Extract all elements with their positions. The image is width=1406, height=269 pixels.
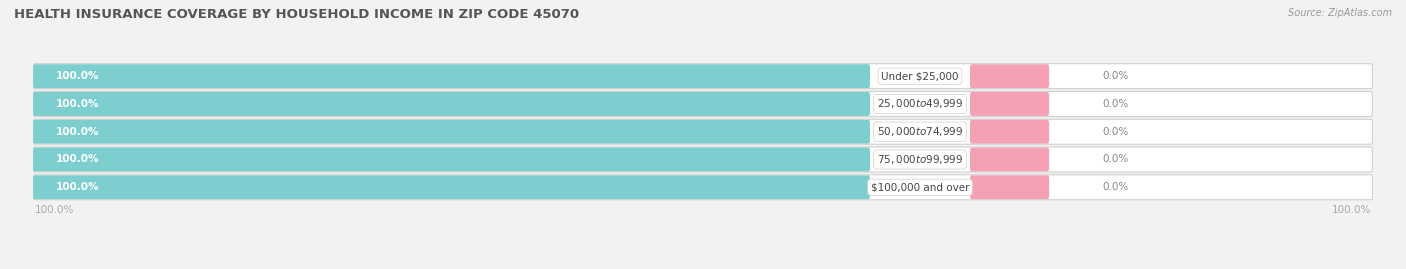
Text: 100.0%: 100.0% xyxy=(55,127,98,137)
FancyBboxPatch shape xyxy=(34,147,1372,172)
FancyBboxPatch shape xyxy=(970,175,1049,199)
Text: 0.0%: 0.0% xyxy=(1102,71,1129,81)
Text: $75,000 to $99,999: $75,000 to $99,999 xyxy=(877,153,963,166)
FancyBboxPatch shape xyxy=(34,119,1372,144)
Text: 100.0%: 100.0% xyxy=(55,71,98,81)
Text: $100,000 and over: $100,000 and over xyxy=(870,182,969,192)
Text: 0.0%: 0.0% xyxy=(1102,182,1129,192)
FancyBboxPatch shape xyxy=(970,64,1049,88)
Text: Source: ZipAtlas.com: Source: ZipAtlas.com xyxy=(1288,8,1392,18)
Text: 100.0%: 100.0% xyxy=(55,99,98,109)
FancyBboxPatch shape xyxy=(34,148,870,171)
FancyBboxPatch shape xyxy=(970,120,1049,144)
Text: Under $25,000: Under $25,000 xyxy=(882,71,959,81)
FancyBboxPatch shape xyxy=(34,91,1372,116)
Text: HEALTH INSURANCE COVERAGE BY HOUSEHOLD INCOME IN ZIP CODE 45070: HEALTH INSURANCE COVERAGE BY HOUSEHOLD I… xyxy=(14,8,579,21)
FancyBboxPatch shape xyxy=(34,64,1372,89)
Text: 100.0%: 100.0% xyxy=(55,154,98,164)
Text: 100.0%: 100.0% xyxy=(35,205,75,215)
FancyBboxPatch shape xyxy=(34,120,870,144)
Text: 100.0%: 100.0% xyxy=(1331,205,1371,215)
FancyBboxPatch shape xyxy=(34,175,870,199)
Text: $50,000 to $74,999: $50,000 to $74,999 xyxy=(877,125,963,138)
Text: 0.0%: 0.0% xyxy=(1102,99,1129,109)
Text: 100.0%: 100.0% xyxy=(55,182,98,192)
FancyBboxPatch shape xyxy=(970,148,1049,171)
Text: 0.0%: 0.0% xyxy=(1102,154,1129,164)
FancyBboxPatch shape xyxy=(970,92,1049,116)
FancyBboxPatch shape xyxy=(34,64,870,88)
FancyBboxPatch shape xyxy=(34,92,870,116)
Text: $25,000 to $49,999: $25,000 to $49,999 xyxy=(877,97,963,111)
Text: 0.0%: 0.0% xyxy=(1102,127,1129,137)
FancyBboxPatch shape xyxy=(34,175,1372,200)
